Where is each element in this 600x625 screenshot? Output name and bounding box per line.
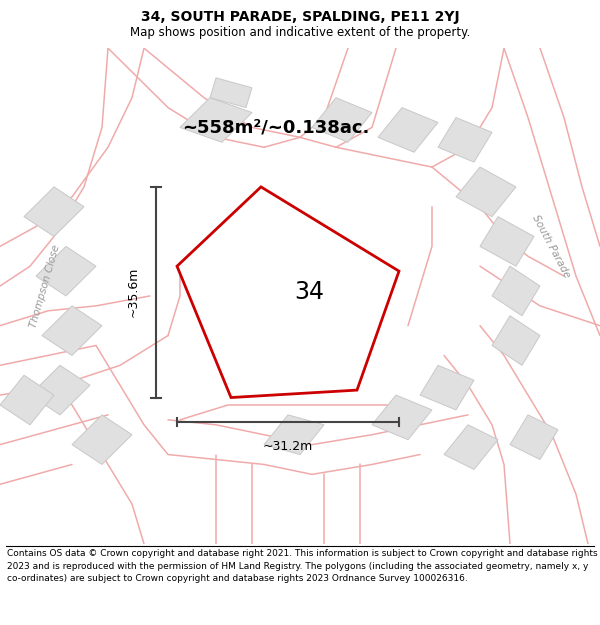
Polygon shape: [438, 118, 492, 162]
Polygon shape: [30, 366, 90, 415]
Polygon shape: [210, 78, 252, 108]
Text: Contains OS data © Crown copyright and database right 2021. This information is : Contains OS data © Crown copyright and d…: [7, 549, 598, 582]
Polygon shape: [36, 246, 96, 296]
Polygon shape: [42, 306, 102, 356]
Text: 34: 34: [294, 281, 324, 304]
Polygon shape: [177, 187, 399, 398]
Polygon shape: [24, 187, 84, 236]
Polygon shape: [180, 98, 252, 142]
Polygon shape: [510, 415, 558, 459]
Polygon shape: [456, 167, 516, 217]
Text: ~35.6m: ~35.6m: [127, 267, 140, 318]
Text: Thompson Close: Thompson Close: [28, 243, 62, 329]
Polygon shape: [72, 415, 132, 464]
Polygon shape: [0, 375, 54, 425]
Text: ~31.2m: ~31.2m: [263, 439, 313, 452]
Polygon shape: [420, 366, 474, 410]
Text: South Parade: South Parade: [530, 213, 572, 279]
Text: Map shows position and indicative extent of the property.: Map shows position and indicative extent…: [130, 26, 470, 39]
Polygon shape: [372, 395, 432, 439]
Polygon shape: [492, 266, 540, 316]
Polygon shape: [480, 217, 534, 266]
Polygon shape: [228, 222, 336, 301]
Polygon shape: [264, 415, 324, 454]
Text: ~558m²/~0.138ac.: ~558m²/~0.138ac.: [182, 118, 370, 136]
Polygon shape: [312, 98, 372, 142]
Polygon shape: [444, 425, 498, 469]
Polygon shape: [492, 316, 540, 366]
Polygon shape: [378, 107, 438, 152]
Text: 34, SOUTH PARADE, SPALDING, PE11 2YJ: 34, SOUTH PARADE, SPALDING, PE11 2YJ: [140, 9, 460, 24]
